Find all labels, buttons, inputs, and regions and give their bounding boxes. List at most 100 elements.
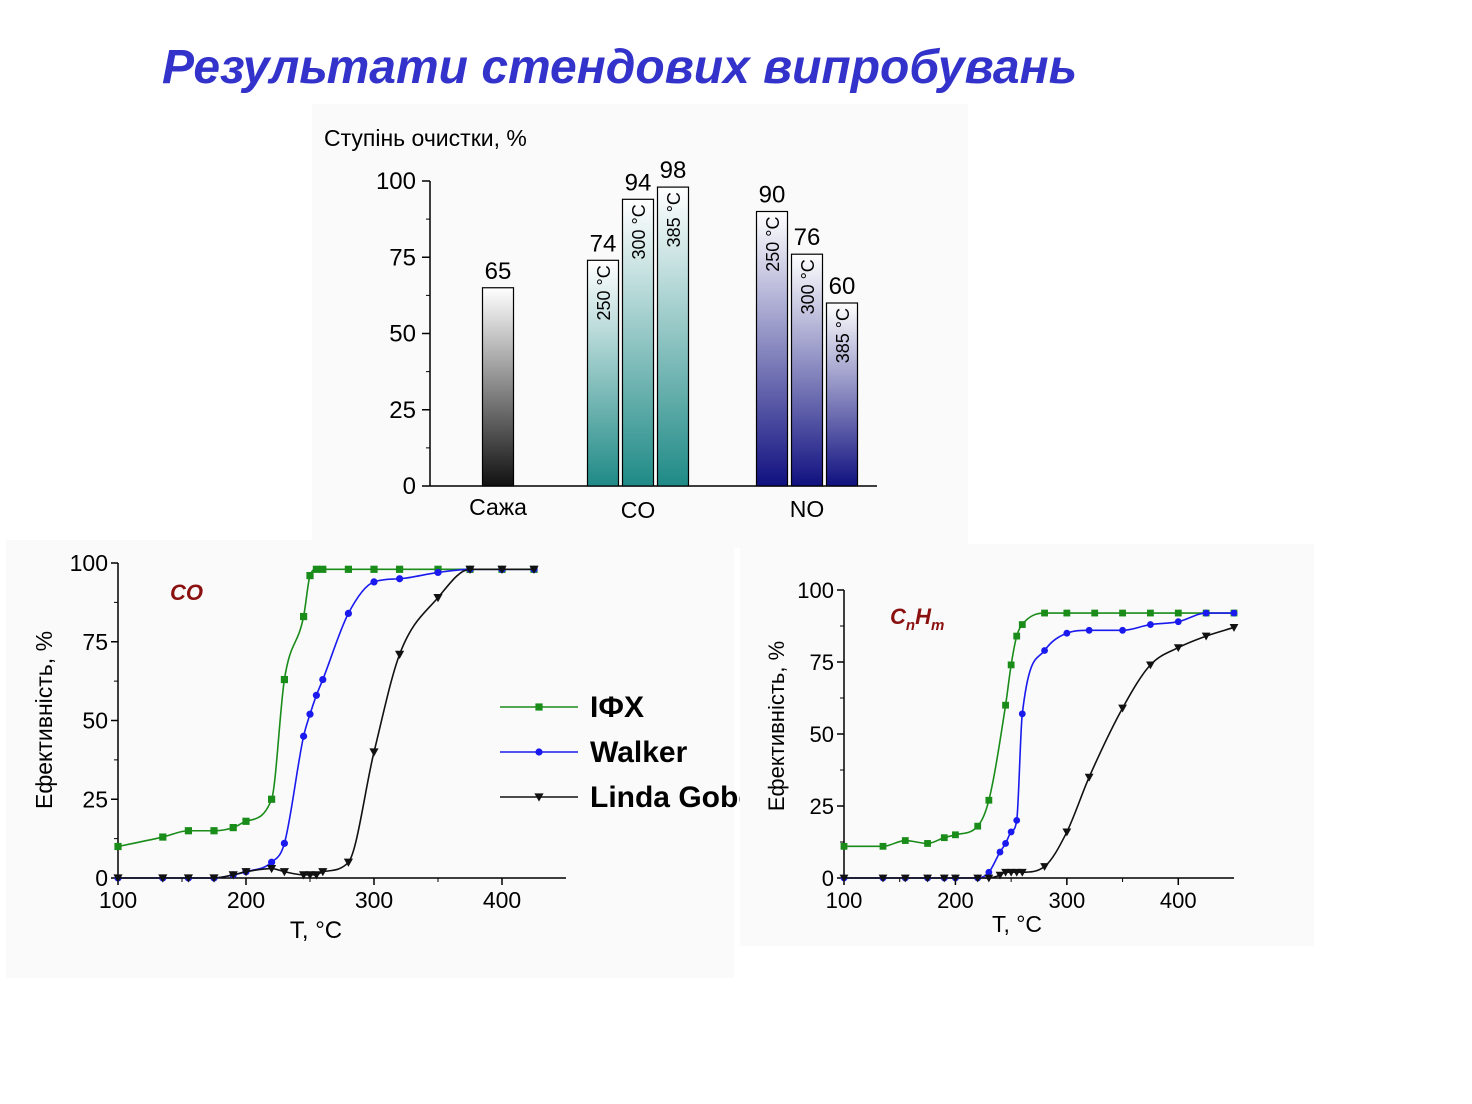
- data-point: [268, 858, 276, 866]
- data-point: [267, 864, 277, 874]
- data-point: [242, 817, 250, 825]
- x-tick-label: 300: [355, 887, 393, 913]
- data-point: [299, 871, 309, 880]
- bar-y-tick-label: 75: [389, 244, 416, 271]
- data-point: [535, 703, 543, 711]
- cnhm-line-chart: CnHm T, °C Ефективність, % 0255075100100…: [740, 544, 1314, 946]
- data-point: [939, 874, 949, 883]
- data-point: [974, 822, 982, 830]
- bar: [586, 259, 620, 487]
- data-point: [497, 565, 507, 574]
- data-point: [319, 565, 327, 573]
- data-point: [1006, 868, 1016, 877]
- data-point: [984, 874, 994, 883]
- data-point: [1017, 868, 1027, 877]
- series-markers: [113, 565, 539, 883]
- y-tick-label: 0: [822, 866, 834, 891]
- data-point: [158, 874, 168, 883]
- data-point: [1173, 644, 1183, 652]
- data-point: [343, 858, 353, 867]
- data-point: [229, 824, 237, 832]
- data-point: [434, 568, 442, 577]
- data-point: [940, 834, 948, 842]
- data-point: [1147, 609, 1154, 617]
- data-point: [370, 578, 378, 586]
- bar-value-label: 65: [485, 258, 512, 285]
- data-point: [1002, 701, 1009, 709]
- data-point: [279, 868, 289, 877]
- data-point: [1018, 621, 1026, 628]
- bar-value-label: 74: [590, 230, 617, 257]
- data-point: [209, 874, 219, 883]
- data-point: [1229, 624, 1239, 632]
- bar: [755, 210, 789, 487]
- bar-category-label: NO: [790, 496, 825, 522]
- data-point: [159, 833, 167, 841]
- legend-label: ІФХ: [590, 691, 644, 724]
- y-tick-label: 25: [810, 794, 834, 819]
- co-chart-xlabel: T, °C: [290, 917, 342, 944]
- y-tick-label: 50: [810, 722, 834, 747]
- y-tick-label: 100: [797, 578, 834, 603]
- cnhm-chart-xlabel: T, °C: [992, 911, 1042, 937]
- data-point: [1119, 609, 1126, 617]
- data-point: [344, 565, 352, 573]
- data-point: [1012, 868, 1022, 877]
- data-point: [840, 842, 848, 850]
- bar-temperature-label: 385 °C: [833, 308, 853, 363]
- data-point: [951, 874, 960, 883]
- data-point: [300, 612, 308, 621]
- y-tick-label: 100: [70, 550, 108, 576]
- data-point: [465, 565, 475, 574]
- data-point: [924, 840, 931, 847]
- bar-temperature-label: 250 °C: [594, 265, 614, 320]
- bar-y-tick-label: 0: [403, 473, 416, 500]
- data-point: [1084, 773, 1094, 782]
- data-point: [241, 868, 251, 877]
- co-chart-annotation: CO: [170, 580, 203, 605]
- data-point: [184, 827, 192, 835]
- data-point: [1118, 704, 1127, 713]
- data-point: [879, 842, 887, 850]
- co-line-chart: CO T, °C Ефективність, % 0 25 50 75 100 100 20…: [6, 540, 772, 978]
- y-tick-label: 0: [95, 865, 108, 891]
- x-tick-label: 100: [99, 887, 137, 913]
- bar-y-tick-label: 50: [389, 321, 416, 348]
- data-point: [280, 839, 288, 847]
- legend-label: Walker: [590, 736, 688, 769]
- data-point: [305, 871, 315, 880]
- series-markers: [839, 624, 1239, 883]
- data-point: [1002, 840, 1009, 847]
- data-point: [535, 748, 543, 756]
- data-point: [529, 565, 539, 574]
- bar-value-label: 98: [660, 157, 687, 184]
- data-point: [534, 793, 544, 802]
- y-tick-label: 75: [810, 650, 834, 675]
- data-point: [228, 871, 238, 880]
- data-point: [268, 795, 276, 803]
- data-point: [183, 874, 193, 883]
- cnhm-chart-panel: [740, 544, 1314, 946]
- data-point: [396, 565, 404, 573]
- data-point: [996, 848, 1004, 856]
- data-point: [1013, 817, 1021, 824]
- data-point: [878, 874, 888, 883]
- bar-temperature-label: 300 °C: [629, 204, 649, 259]
- bar-temperature-label: 300 °C: [798, 259, 818, 314]
- data-point: [396, 575, 404, 583]
- data-point: [318, 868, 328, 877]
- data-point: [901, 837, 909, 844]
- series-markers: [840, 609, 1238, 850]
- data-point: [300, 732, 308, 740]
- data-point: [1007, 828, 1015, 836]
- data-point: [1041, 609, 1048, 617]
- data-point: [395, 650, 405, 659]
- data-point: [985, 796, 993, 804]
- y-tick-label: 25: [82, 786, 108, 812]
- data-point: [1041, 647, 1048, 654]
- data-point: [114, 842, 122, 851]
- data-point: [306, 572, 314, 580]
- co-chart-ylabel: Ефективність, %: [31, 631, 57, 809]
- co-chart-panel: [6, 540, 734, 978]
- bar-y-tick-label: 100: [376, 168, 416, 195]
